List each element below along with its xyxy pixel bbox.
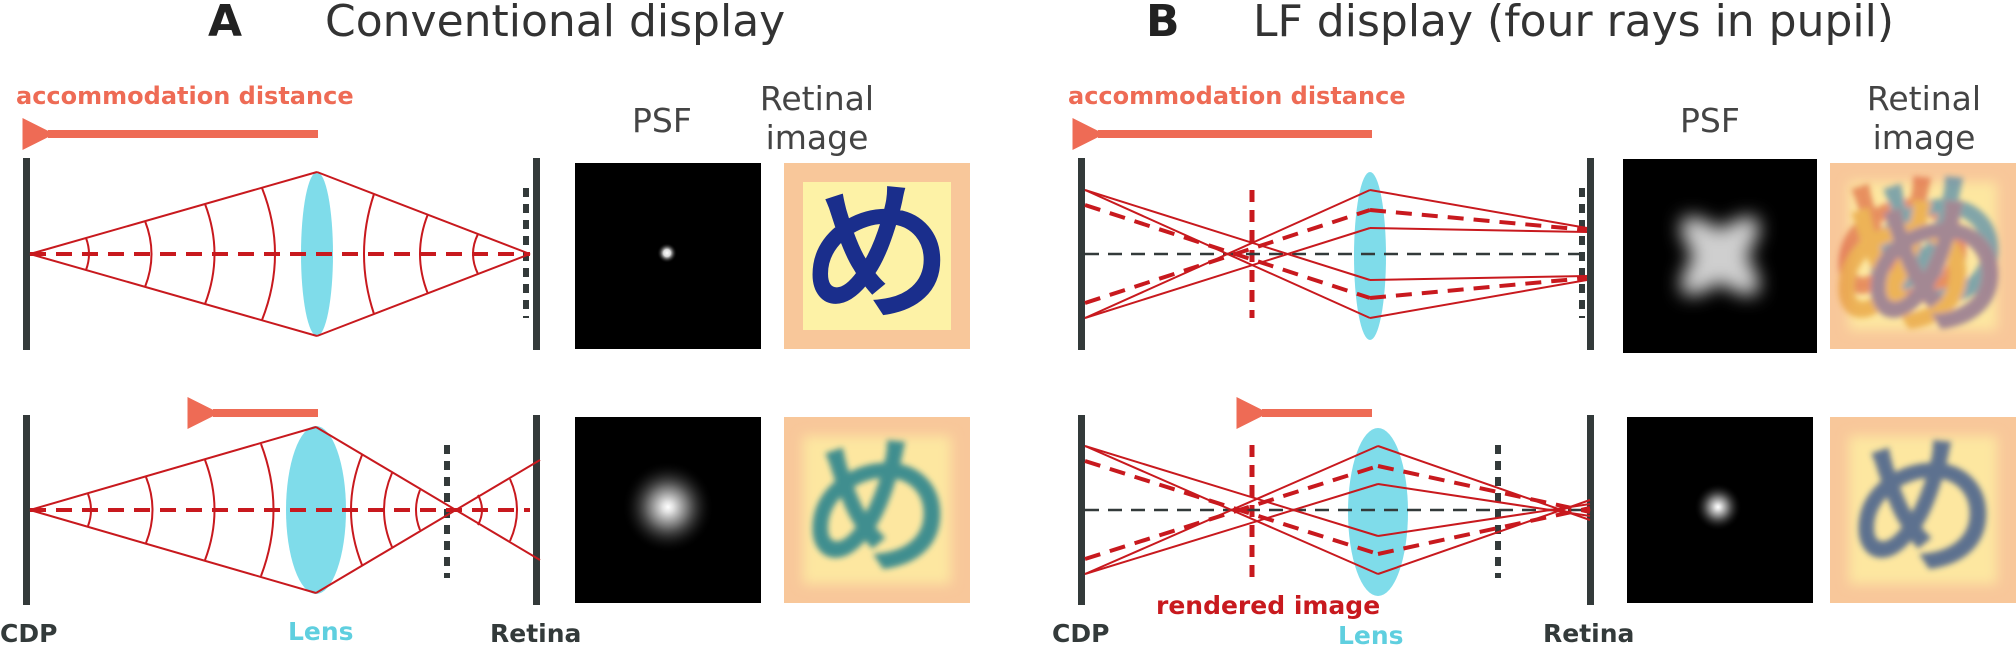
panel-b-letter: B	[1146, 0, 1180, 47]
ray-centerlines	[1084, 203, 1588, 305]
panel-a-top-diagram: accommodation distance	[16, 82, 540, 350]
retina-plane	[1587, 158, 1594, 350]
cdp-plane	[1078, 158, 1085, 350]
retina-plane	[533, 415, 540, 605]
retinal-glyph: め	[1828, 158, 1978, 332]
label-retina: Retina	[490, 619, 581, 648]
panel-b: B LF display (four rays in pupil) accomm…	[1052, 0, 2016, 649]
retinal-glyph: め	[1860, 182, 2010, 356]
psf-image-blurred	[575, 417, 761, 603]
wavefronts	[85, 187, 479, 321]
psf-image-point	[1627, 417, 1813, 603]
retinal-heading-line1: Retinal	[1867, 79, 1981, 118]
retina-plane	[533, 158, 540, 350]
retina-plane	[1587, 415, 1594, 605]
retinal-heading-line2: image	[1873, 118, 1976, 157]
lens	[1354, 172, 1386, 340]
label-lens: Lens	[1338, 621, 1404, 649]
panel-a-letter: A	[208, 0, 242, 47]
panel-b-bottom-diagram: rendered image CDP Lens Retina	[1052, 397, 1634, 649]
psf-heading: PSF	[1680, 101, 1740, 140]
ray-centerlines	[1084, 459, 1591, 561]
panel-a-bottom-diagram: CDP Lens Retina	[0, 397, 581, 648]
retinal-image-ghosted: め め め め	[1828, 158, 2016, 356]
retinal-image-blurred: め	[784, 417, 970, 603]
panel-a-title: Conventional display	[325, 0, 785, 47]
cdp-plane	[1078, 415, 1085, 605]
panel-a: A Conventional display accommodation dis…	[0, 0, 970, 648]
panel-b-title: LF display (four rays in pupil)	[1253, 0, 1894, 47]
light-rays	[1084, 189, 1588, 319]
cdp-plane	[23, 158, 30, 350]
label-retina: Retina	[1543, 619, 1634, 648]
retinal-heading-line1: Retinal	[760, 79, 874, 118]
psf-image-cross	[1623, 159, 1817, 353]
light-rays	[29, 426, 541, 594]
panel-b-top-diagram: accommodation distance	[1068, 82, 1594, 350]
retinal-image-sharp: め	[784, 163, 970, 349]
retinal-glyph: め	[802, 168, 952, 342]
retinal-image-blurred: め	[1830, 417, 2016, 603]
psf-heading: PSF	[632, 101, 692, 140]
retinal-glyph: め	[1860, 158, 2010, 332]
accommodation-label: accommodation distance	[16, 82, 354, 110]
retinal-glyph: め	[1848, 422, 1998, 596]
wavefronts	[87, 443, 518, 577]
label-cdp: CDP	[1052, 619, 1109, 648]
light-rays	[29, 171, 531, 337]
label-cdp: CDP	[0, 619, 57, 648]
accommodation-label: accommodation distance	[1068, 82, 1406, 110]
label-lens: Lens	[288, 617, 354, 646]
light-rays	[1084, 445, 1591, 575]
retinal-glyph: め	[1828, 182, 1978, 356]
retinal-glyph: め	[802, 422, 952, 596]
psf-image-sharp	[575, 163, 761, 349]
retinal-heading-line2: image	[766, 118, 869, 157]
cdp-plane	[23, 415, 30, 605]
label-rendered-image: rendered image	[1156, 591, 1380, 620]
